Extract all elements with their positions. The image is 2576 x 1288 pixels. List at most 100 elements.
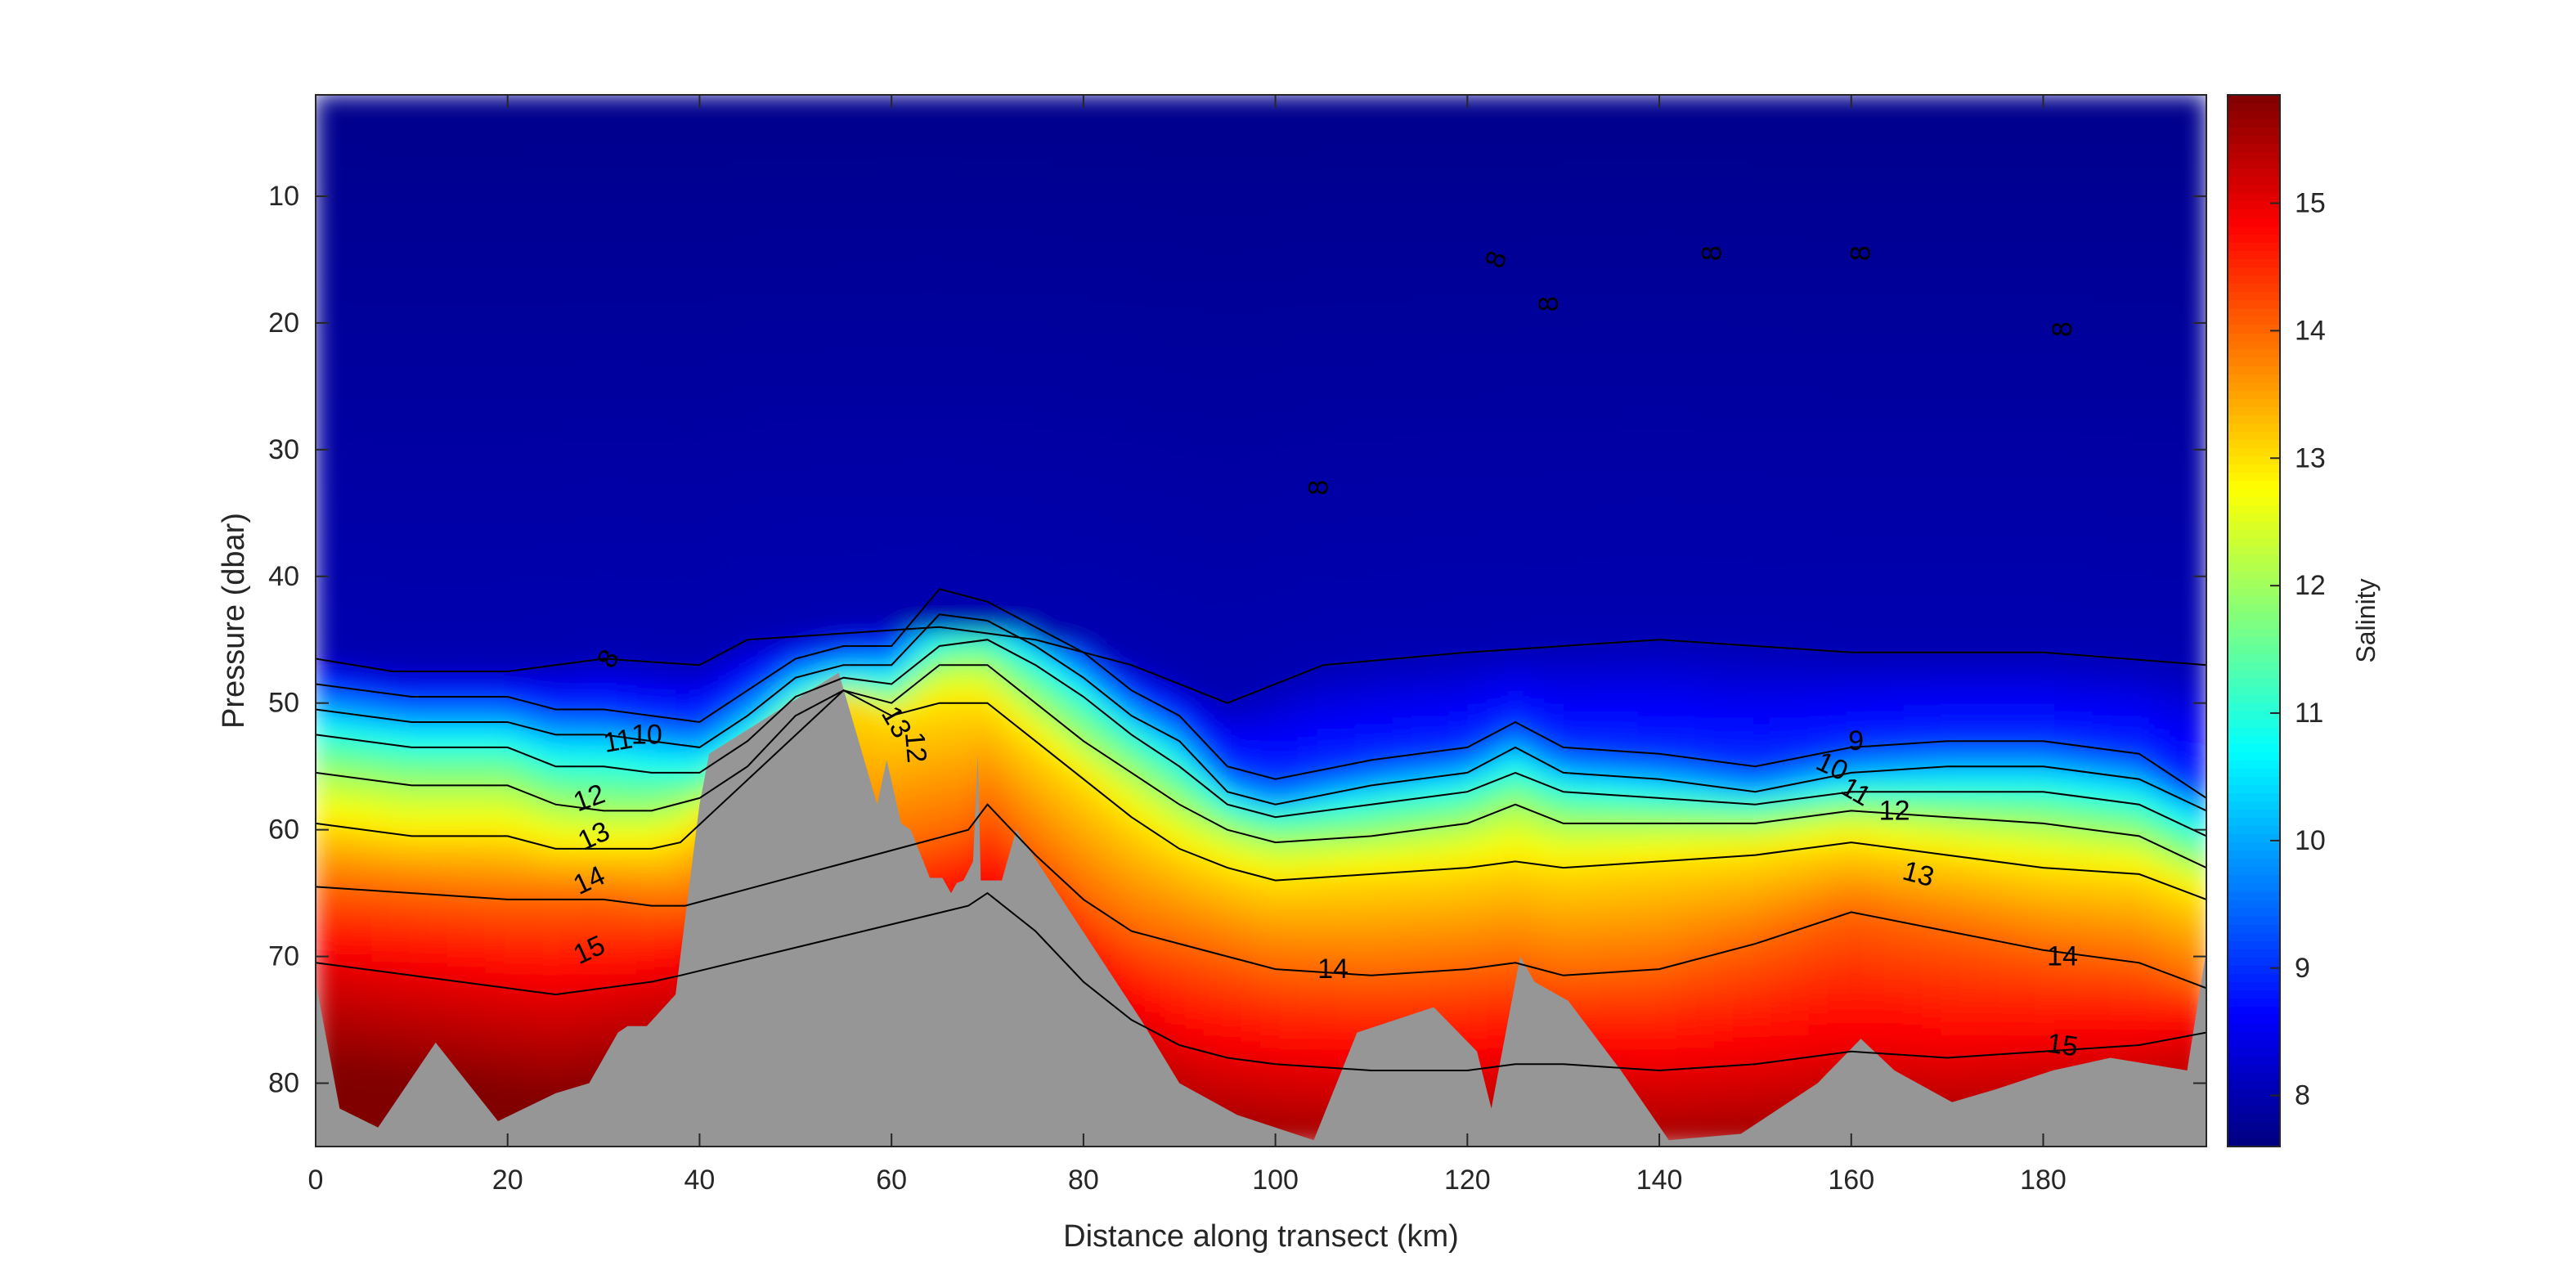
salinity-cell	[655, 807, 676, 822]
salinity-cell	[636, 168, 657, 184]
salinity-cell	[579, 482, 600, 496]
salinity-cell	[806, 420, 828, 434]
salinity-cell	[939, 545, 960, 559]
salinity-cell	[428, 131, 449, 146]
salinity-cell	[768, 106, 789, 121]
salinity-cell	[1070, 545, 1092, 559]
salinity-cell	[1052, 545, 1073, 559]
salinity-cell	[1260, 507, 1281, 522]
salinity-cell	[1184, 406, 1205, 421]
salinity-cell	[316, 557, 336, 572]
salinity-cell	[1052, 281, 1073, 296]
salinity-cell	[541, 595, 563, 609]
salinity-cell	[788, 194, 809, 209]
salinity-cell	[825, 420, 846, 434]
salinity-cell	[825, 156, 846, 171]
salinity-cell	[693, 244, 714, 258]
salinity-cell	[1260, 632, 1281, 647]
salinity-cell	[730, 532, 752, 547]
salinity-cell	[466, 507, 487, 522]
salinity-cell	[485, 244, 506, 258]
salinity-cell	[523, 895, 544, 910]
salinity-cell	[1241, 745, 1262, 760]
salinity-cell	[1373, 307, 1394, 321]
salinity-cell	[390, 895, 411, 910]
salinity-cell	[1392, 194, 1413, 209]
salinity-cell	[466, 607, 487, 622]
salinity-cell	[825, 269, 846, 284]
salinity-cell	[617, 444, 638, 459]
salinity-cell	[1070, 307, 1092, 321]
salinity-cell	[371, 194, 393, 209]
salinity-cell	[730, 382, 752, 397]
salinity-cell	[466, 420, 487, 434]
salinity-cell	[1335, 832, 1357, 847]
salinity-cell	[334, 607, 355, 622]
salinity-cell	[409, 908, 430, 922]
salinity-cell	[1070, 194, 1092, 209]
salinity-cell	[466, 995, 487, 1010]
salinity-cell	[788, 632, 809, 647]
salinity-cell	[1392, 469, 1413, 484]
salinity-cell	[1260, 519, 1281, 534]
salinity-cell	[579, 783, 600, 797]
salinity-cell	[844, 219, 865, 234]
salinity-cell	[995, 720, 1016, 734]
salinity-cell	[560, 420, 581, 434]
salinity-cell	[504, 194, 525, 209]
salinity-cell	[1430, 469, 1452, 484]
salinity-cell	[900, 269, 922, 284]
salinity-cell	[466, 882, 487, 897]
salinity-cell	[939, 420, 960, 434]
salinity-cell	[523, 257, 544, 272]
salinity-cell	[1014, 457, 1035, 472]
salinity-cell	[1109, 95, 1130, 109]
salinity-cell	[900, 519, 922, 534]
salinity-cell	[693, 432, 714, 447]
salinity-cell	[1260, 983, 1281, 998]
salinity-cell	[825, 257, 846, 272]
salinity-cell	[390, 131, 411, 146]
salinity-cell	[863, 231, 884, 246]
salinity-cell	[1203, 820, 1224, 835]
salinity-cell	[371, 983, 393, 998]
salinity-cell	[655, 168, 676, 184]
salinity-cell	[976, 156, 998, 171]
salinity-cell	[1279, 231, 1300, 246]
salinity-cell	[541, 106, 563, 121]
salinity-cell	[1354, 257, 1376, 272]
salinity-cell	[617, 770, 638, 784]
salinity-cell	[390, 569, 411, 585]
salinity-cell	[428, 444, 449, 459]
salinity-cell	[919, 369, 940, 384]
salinity-cell	[409, 757, 430, 772]
salinity-cell	[693, 95, 714, 109]
salinity-cell	[1033, 682, 1054, 697]
salinity-cell	[995, 670, 1016, 684]
salinity-cell	[806, 131, 828, 146]
salinity-cell	[504, 632, 525, 647]
salinity-cell	[1014, 545, 1035, 559]
salinity-cell	[1070, 532, 1092, 547]
salinity-cell	[1089, 507, 1111, 522]
salinity-cell	[919, 344, 940, 359]
salinity-cell	[1279, 382, 1300, 397]
salinity-cell	[674, 707, 695, 722]
salinity-cell	[958, 432, 979, 447]
salinity-cell	[390, 507, 411, 522]
salinity-cell	[1203, 1008, 1224, 1022]
salinity-cell	[617, 958, 638, 972]
salinity-cell	[882, 206, 903, 222]
salinity-cell	[919, 670, 940, 684]
salinity-cell	[598, 231, 619, 246]
salinity-cell	[1147, 920, 1168, 935]
salinity-cell	[447, 444, 468, 459]
salinity-cell	[485, 382, 506, 397]
salinity-cell	[995, 219, 1016, 234]
salinity-cell	[598, 131, 619, 146]
salinity-cell	[334, 331, 355, 347]
salinity-cell	[598, 582, 619, 597]
salinity-cell	[334, 870, 355, 885]
salinity-cell	[428, 194, 449, 209]
salinity-cell	[1317, 720, 1338, 734]
